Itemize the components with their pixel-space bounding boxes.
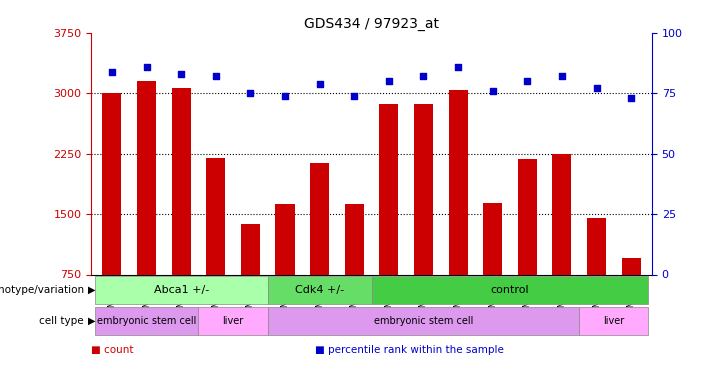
Bar [414,104,433,274]
Point [557,74,568,79]
Bar [268,307,579,335]
Bar [241,224,260,274]
Point [245,90,256,96]
Bar [483,203,502,274]
Point [418,74,429,79]
Text: embryonic stem cell: embryonic stem cell [97,316,196,326]
Bar [622,258,641,274]
Point [314,81,325,87]
Point [141,64,152,70]
Point [210,74,222,79]
Point [348,93,360,99]
Bar [518,159,537,274]
Text: ■ percentile rank within the sample: ■ percentile rank within the sample [315,344,504,355]
Text: Abca1 +/-: Abca1 +/- [154,285,209,295]
Bar [345,205,364,274]
Point [591,86,602,92]
Bar [579,307,648,335]
Bar [587,218,606,274]
Point [487,88,498,94]
Point [107,69,118,75]
Bar [102,93,121,274]
Bar [172,89,191,274]
Point [280,93,291,99]
Bar [95,276,268,304]
Bar [372,276,648,304]
Point [625,95,637,101]
Text: embryonic stem cell: embryonic stem cell [374,316,473,326]
Bar [95,307,198,335]
Text: liver: liver [604,316,625,326]
Text: ▶: ▶ [88,316,95,326]
Point [522,78,533,84]
Bar [310,163,329,274]
Text: Cdk4 +/-: Cdk4 +/- [295,285,344,295]
Bar [268,276,372,304]
Text: cell type: cell type [39,316,84,326]
Bar [552,154,571,274]
Point [452,64,463,70]
Bar [449,90,468,274]
Title: GDS434 / 97923_at: GDS434 / 97923_at [304,16,439,30]
Bar [137,81,156,274]
Point [175,71,186,77]
Text: liver: liver [222,316,244,326]
Text: control: control [491,285,529,295]
Bar [206,158,225,274]
Bar [198,307,268,335]
Point [383,78,395,84]
Bar [275,205,294,274]
Text: ■ count: ■ count [91,344,134,355]
Bar [379,104,398,274]
Text: genotype/variation: genotype/variation [0,285,84,295]
Text: ▶: ▶ [88,285,95,295]
